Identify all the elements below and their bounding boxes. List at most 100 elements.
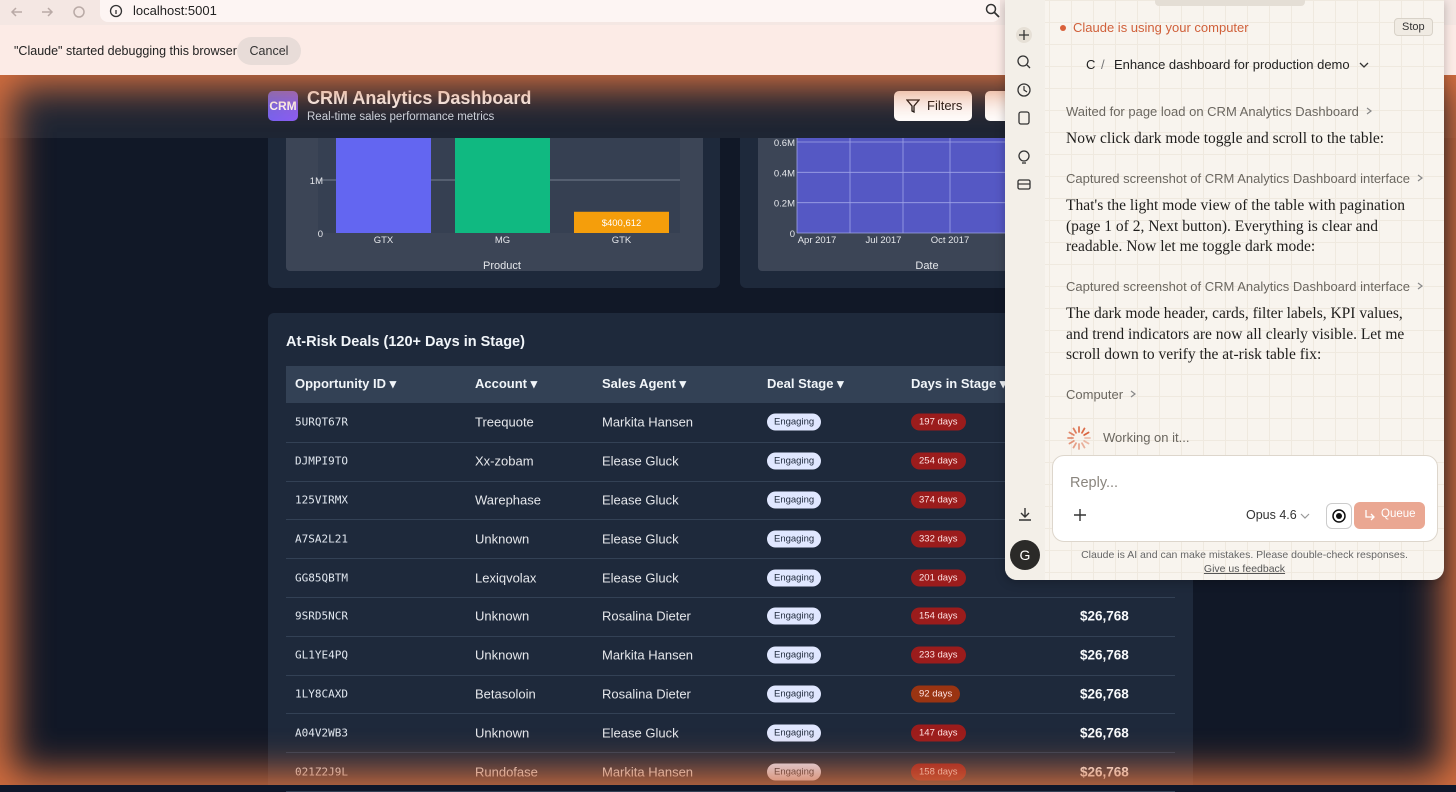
chevron [1417,174,1423,182]
sales-agent: Elease Gluck [602,453,679,469]
tool-step[interactable]: Computer [1066,387,1138,402]
url[interactable]: localhost:5001 [133,3,217,18]
days-badge: 254 days [911,452,966,470]
attach-button[interactable] [1073,508,1087,522]
stage-badge: Engaging [767,530,822,548]
nav-buttons[interactable] [8,3,98,21]
reply-placeholder[interactable]: Reply... [1070,475,1119,491]
column-header[interactable]: Sales Agent ▾ [602,376,687,391]
filters-label: Filters [927,98,963,113]
model-selector[interactable]: Opus 4.6 [1246,508,1297,522]
model-chevron[interactable] [1300,512,1310,520]
opportunity-id: DJMPI9TO [295,454,348,468]
sales-agent: Markita Hansen [602,764,694,780]
breadcrumb-root[interactable]: C [1086,57,1096,72]
sales-agent: Elease Gluck [602,725,679,741]
sales-agent: Elease Gluck [602,570,679,586]
stage-badge: Engaging [767,413,822,431]
cancel-button[interactable]: Cancel [237,37,301,65]
stage-badge: Engaging [767,763,822,781]
chevron [1366,107,1372,115]
sales-agent: Rosalina Dieter [602,686,691,702]
chevron-path [1417,282,1423,290]
stage-badge: Engaging [767,452,822,470]
tool-step[interactable]: Captured screenshot of CRM Analytics Das… [1066,171,1425,186]
feedback-link[interactable]: Give us feedback [1203,563,1286,575]
opportunity-id: 125VIRMX [295,493,348,507]
dashboard-title: CRM Analytics Dashboard [307,88,532,108]
table-row: 9SRD5NCR Unknown Rosalina Dieter Engaging 15… [286,597,1175,637]
queue-label: Queue [1381,508,1416,520]
account: Treequote [475,414,534,430]
deal-value: $26,768 [1080,725,1129,741]
y-tick-label: 0 [318,229,323,240]
y-tick-label: 0.2M [774,199,795,210]
spinner-ray [1068,431,1075,436]
x-tick-label: Oct 2017 [931,235,970,246]
table-row: 125VIRMX Warephase Elease Gluck Engaging 374… [286,481,1175,521]
column-header[interactable]: Account ▾ [475,376,538,391]
spinner-ray [1083,431,1090,436]
record-button[interactable] [1326,503,1352,529]
working-text: Working on it... [1103,430,1190,445]
task-title[interactable]: Enhance dashboard for production demo [1114,57,1350,72]
avatar[interactable]: G [1010,540,1040,570]
sales-agent: Elease Gluck [602,531,679,547]
sales-agent: Markita Hansen [602,647,694,663]
spinner-ray [1081,427,1086,434]
download-icon[interactable] [1017,506,1035,524]
days-badge: 374 days [911,491,966,509]
opportunity-id: 1LY8CAXD [295,687,348,701]
x-tick-label: GTX [374,235,394,246]
account: Unknown [475,608,530,624]
account: Unknown [475,531,530,547]
x-tick-label: Jul 2017 [866,235,902,246]
rail-icons[interactable] [1015,25,1037,195]
deal-value: $26,768 [1080,764,1129,780]
days-badge: 147 days [911,724,966,742]
days-badge: 201 days [911,569,966,587]
bar-value-label: $400,612 [602,218,642,229]
table-row: 1LY8CAXD Betasoloin Rosalina Dieter Engagin… [286,675,1175,715]
stage-badge: Engaging [767,724,822,742]
zoom-icon[interactable] [985,3,1001,19]
table-row: 021Z2J9L Rundofase Markita Hansen Engaging 1… [286,752,1175,792]
task-chevron[interactable] [1358,60,1370,70]
column-header[interactable]: Opportunity ID ▾ [295,376,397,391]
spinner-ray [1081,442,1086,449]
tool-step[interactable]: Captured screenshot of CRM Analytics Das… [1066,279,1425,294]
column-header[interactable]: Days in Stage ▾ [911,376,1007,391]
site-info-icon[interactable] [109,4,123,18]
account: Betasoloin [475,686,536,702]
address-bar[interactable] [100,0,1000,22]
chevron-path [1417,174,1423,182]
tool-step[interactable]: Waited for page load on CRM Analytics Da… [1066,104,1374,119]
chevron-path [1130,390,1137,398]
x-tick-label: MG [495,235,510,246]
stage-badge: Engaging [767,569,822,587]
disclaimer: Claude is AI and can make mistakes. Plea… [1081,549,1408,561]
table-row: A04V2WB3 Unknown Elease Gluck Engaging 147 d… [286,713,1175,754]
x-axis-label: Date [915,260,938,272]
opportunity-id: A7SA2L21 [295,532,348,546]
stop-button[interactable]: Stop [1394,18,1433,36]
column-header[interactable]: Deal Stage ▾ [767,376,844,391]
queue-button[interactable]: Queue [1354,502,1425,529]
tab-strip [1155,0,1305,6]
dashboard-subtitle: Real-time sales performance metrics [307,111,495,123]
y-tick-label: 1M [310,176,323,187]
stage-badge: Engaging [767,607,822,625]
working-spinner [1067,426,1091,450]
days-badge: 154 days [911,607,966,625]
bar [574,211,669,233]
reply-box[interactable]: Reply... Opus 4.6 Queue [1052,455,1438,542]
filters-button[interactable]: Filters [894,91,972,121]
days-badge: 233 days [911,646,966,664]
assistant-panel: G Claude is using your computer Stop C /… [1005,0,1444,580]
status-dot [1060,25,1066,31]
x-tick-label: GTK [612,235,632,246]
table-row: GL1YE4PQ Unknown Markita Hansen Engaging 233… [286,636,1175,676]
opportunity-id: GL1YE4PQ [295,648,348,662]
